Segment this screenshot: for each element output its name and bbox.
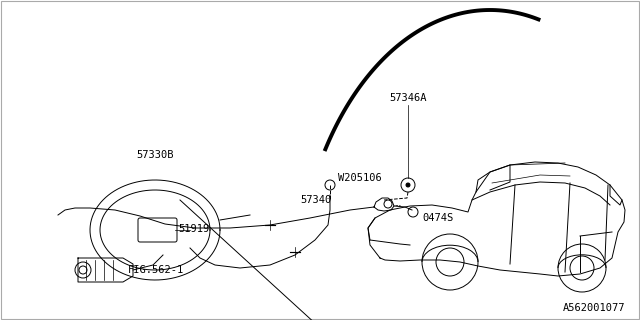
Text: 57340: 57340: [301, 195, 332, 205]
Text: W205106: W205106: [338, 173, 381, 183]
Text: 57330B: 57330B: [136, 150, 173, 160]
Text: FIG.562-1: FIG.562-1: [128, 265, 184, 275]
Text: A562001077: A562001077: [563, 303, 625, 313]
Text: 51919: 51919: [178, 224, 209, 234]
Circle shape: [406, 183, 410, 187]
Text: 57346A: 57346A: [389, 93, 427, 103]
Text: 0474S: 0474S: [422, 213, 453, 223]
